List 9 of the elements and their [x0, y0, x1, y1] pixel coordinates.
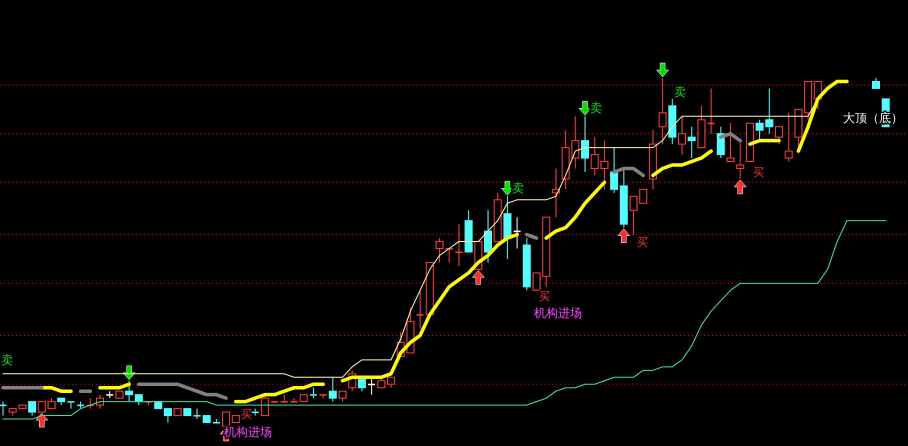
annotation: 卖	[674, 85, 686, 99]
annotation: 卖	[512, 181, 524, 195]
annotation: 买	[753, 166, 764, 179]
annotation: 机构进场	[224, 425, 272, 439]
annotation: 卖	[590, 101, 602, 115]
annotation: 卖	[1, 353, 13, 367]
annotation: 买	[637, 236, 648, 249]
annotation: 机构进场	[534, 306, 582, 320]
annotation: 买	[539, 290, 550, 303]
